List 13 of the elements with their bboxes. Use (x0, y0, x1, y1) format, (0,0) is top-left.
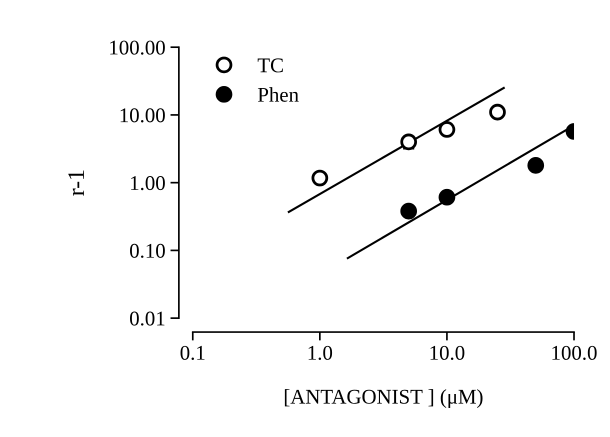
y-tick-label: 10.00 (120, 108, 165, 122)
y-tick-label: 1.00 (131, 176, 165, 190)
y-tick-label: 0.01 (130, 312, 164, 326)
y-tick-label: 100.00 (110, 40, 165, 55)
x-tick-label: 10.0 (430, 346, 464, 360)
y-axis-title: r-1 (68, 170, 84, 196)
x-tick-label: 100.0 (552, 346, 597, 360)
y-tick-label: 0.10 (130, 244, 165, 258)
x-tick-label: 1.0 (308, 346, 332, 360)
x-tick-label: 0.1 (180, 346, 205, 360)
x-axis-title: [ANTAGONIST ] (μM) (284, 389, 483, 408)
legend-label: Phen (258, 87, 299, 102)
legend-label: TC (258, 58, 283, 72)
